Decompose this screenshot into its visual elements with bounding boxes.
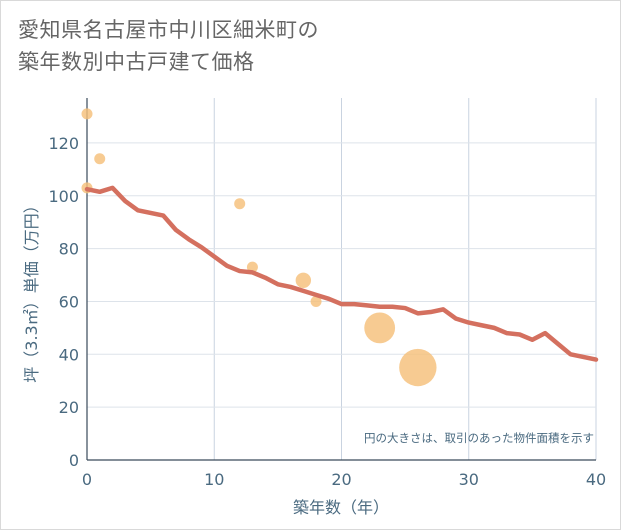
scatter-point <box>364 312 396 344</box>
x-tick-label: 40 <box>586 470 606 489</box>
size-note: 円の大きさは、取引のあった物件面積を示す <box>364 431 594 445</box>
y-tick-label: 0 <box>69 451 79 470</box>
trend-line <box>84 185 599 362</box>
y-tick-label: 60 <box>59 292 79 311</box>
chart-title-line-2: 築年数別中古戸建て価格 <box>18 50 255 74</box>
scatter-point <box>81 108 93 120</box>
tick-labels: 0 10 20 30 40 0 20 40 60 80 100 120 <box>48 134 606 489</box>
scatter-point <box>310 295 322 307</box>
scatter-point <box>234 198 246 210</box>
x-tick-label: 0 <box>82 470 92 489</box>
y-tick-label: 100 <box>48 187 79 206</box>
scatter-point <box>295 272 312 289</box>
chart-title: 愛知県名古屋市中川区細米町の 築年数別中古戸建て価格 <box>18 14 319 78</box>
y-tick-label: 80 <box>59 240 79 259</box>
grid-lines <box>87 98 597 460</box>
x-tick-label: 30 <box>459 470 479 489</box>
y-axis-label: 坪（3.3㎡）単価（万円） <box>22 197 41 382</box>
chart-title-line-1: 愛知県名古屋市中川区細米町の <box>18 18 319 42</box>
scatter-point <box>399 348 437 387</box>
y-tick-label: 20 <box>59 398 79 417</box>
axes <box>86 98 596 461</box>
y-tick-label: 120 <box>48 134 79 153</box>
scatter-series <box>81 108 437 387</box>
trend-line-series <box>84 185 599 362</box>
y-tick-label: 40 <box>59 345 79 364</box>
x-tick-label: 20 <box>331 470 351 489</box>
x-tick-label: 10 <box>204 470 224 489</box>
scatter-point <box>94 153 106 165</box>
x-axis-label: 築年数（年） <box>293 498 389 517</box>
